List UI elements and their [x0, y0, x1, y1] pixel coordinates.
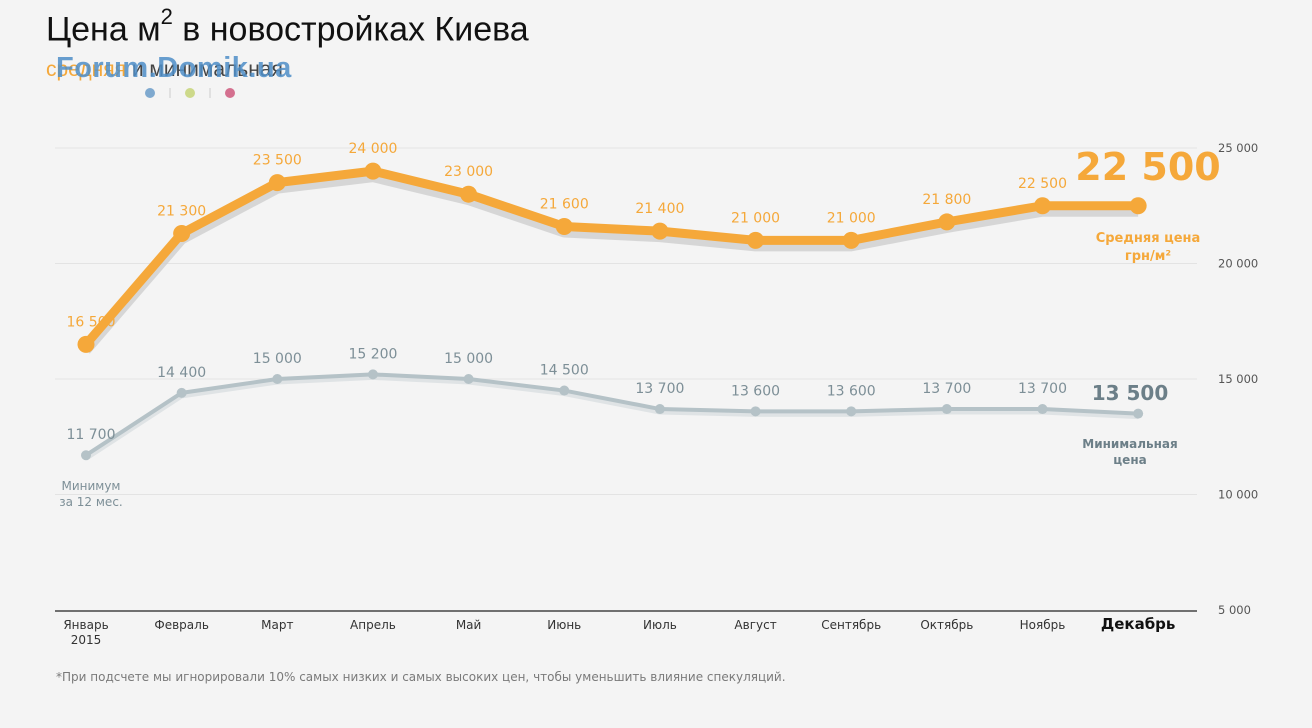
- min-data-label: 15 200: [348, 346, 397, 362]
- min-series-point: [367, 369, 378, 380]
- min-final-value: 13 500: [1092, 381, 1169, 405]
- min-series-point: [654, 404, 665, 415]
- avg-series-point: [1034, 197, 1051, 215]
- x-tick-label: Октябрь: [920, 618, 973, 632]
- avg-series-label: грн/м²: [1125, 249, 1171, 264]
- x-tick-label: Сентябрь: [821, 618, 881, 632]
- chart-title: Цена м2 в новостройках Киева: [46, 4, 529, 49]
- min-data-label: 13 700: [635, 381, 684, 397]
- min-data-label: 11 700: [67, 427, 116, 443]
- min-series-point: [750, 406, 761, 417]
- avg-data-label: 21 000: [731, 210, 780, 226]
- watermark-dot-blue: [145, 88, 155, 98]
- avg-data-label: 21 600: [540, 197, 589, 213]
- min-series-point: [81, 450, 91, 461]
- min-data-label: 13 700: [1018, 381, 1067, 397]
- y-tick-label: 20 000: [1218, 257, 1258, 271]
- min-series-point: [463, 374, 474, 384]
- avg-series-point: [268, 174, 286, 192]
- x-tick-label: Июль: [643, 618, 677, 632]
- min-annotation: Минимум: [61, 479, 120, 493]
- watermark-dot-green: [185, 88, 195, 98]
- avg-data-label: 21 000: [827, 210, 876, 226]
- min-annotation: за 12 мес.: [59, 495, 122, 509]
- avg-data-label: 21 800: [922, 192, 971, 208]
- avg-series-point: [460, 185, 478, 203]
- min-data-label: 14 400: [157, 365, 206, 381]
- min-data-label: 13 600: [731, 383, 780, 399]
- subtitle-average-word: средняя: [46, 58, 126, 81]
- avg-series-point: [747, 231, 765, 249]
- min-series-point: [176, 387, 187, 398]
- avg-series-label: Средняя цена: [1096, 231, 1201, 246]
- x-tick-label: Август: [734, 618, 776, 632]
- avg-series-line: [81, 166, 1143, 349]
- y-tick-label: 15 000: [1218, 372, 1258, 386]
- min-series-point: [846, 406, 857, 417]
- avg-series-point: [1129, 197, 1147, 215]
- avg-data-label: 22 500: [1018, 176, 1067, 192]
- x-tick-label: Апрель: [350, 618, 396, 632]
- avg-series-point: [555, 218, 573, 236]
- min-series-point: [1037, 404, 1048, 415]
- min-series-point: [559, 385, 570, 396]
- avg-data-label: 21 300: [157, 203, 206, 219]
- avg-data-label: 23 500: [253, 153, 302, 169]
- x-tick-label: Январь: [63, 618, 108, 632]
- avg-data-label: 23 000: [444, 164, 493, 180]
- watermark-logo: Forum.Domik.ua: [56, 52, 292, 84]
- avg-data-label: 16 500: [67, 314, 116, 330]
- watermark-dot-pink: [225, 88, 235, 98]
- min-series-label: Минимальная: [1082, 437, 1177, 451]
- avg-series-point: [938, 213, 956, 231]
- avg-data-label: 24 000: [348, 141, 397, 157]
- x-tick-label: Май: [456, 618, 482, 632]
- avg-series-shadow: [82, 172, 1139, 354]
- y-tick-label: 10 000: [1218, 488, 1258, 502]
- footnote: *При подсчете мы игнорировали 10% самых …: [56, 670, 786, 684]
- min-data-label: 14 500: [540, 363, 589, 379]
- chart-subtitle: средняя и минимальная: [46, 58, 283, 82]
- avg-final-value: 22 500: [1075, 145, 1220, 189]
- subtitle-rest: и минимальная: [126, 58, 283, 81]
- y-tick-label: 25 000: [1218, 141, 1258, 155]
- min-series-point: [272, 374, 283, 384]
- avg-data-label: 21 400: [635, 201, 684, 217]
- min-data-label: 15 000: [444, 351, 493, 367]
- x-tick-label: Ноябрь: [1020, 618, 1066, 632]
- min-series-point: [1133, 408, 1144, 419]
- min-data-label: 13 700: [922, 381, 971, 397]
- x-tick-label: Июнь: [547, 618, 581, 632]
- avg-series-point: [173, 224, 191, 242]
- x-tick-label: Февраль: [154, 618, 209, 632]
- min-data-label: 15 000: [253, 351, 302, 367]
- min-series-point: [941, 404, 952, 415]
- min-series-shadow: [84, 374, 1139, 461]
- x-tick-label: Декабрь: [1101, 615, 1176, 633]
- avg-series-point: [364, 162, 382, 180]
- min-series-label: цена: [1113, 453, 1146, 467]
- avg-series-point: [842, 231, 860, 249]
- min-data-label: 13 600: [827, 383, 876, 399]
- avg-series-point: [651, 222, 669, 240]
- watermark-dots: [145, 88, 235, 98]
- min-series-line: [84, 372, 1139, 457]
- x-tick-label: Март: [261, 618, 293, 632]
- y-tick-label: 5 000: [1218, 603, 1251, 617]
- x-tick-label-year: 2015: [71, 633, 102, 647]
- avg-series-point: [77, 335, 95, 353]
